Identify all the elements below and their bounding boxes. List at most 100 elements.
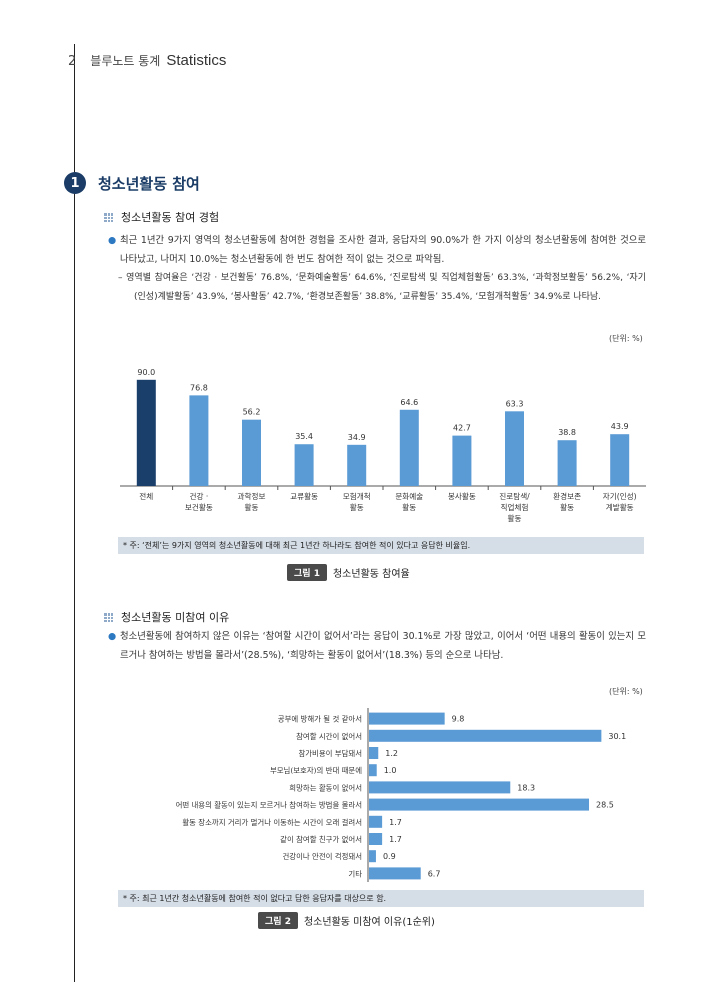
figure-caption: 그림 1 청소년활동 참여율 [287,564,410,581]
bar [369,764,377,777]
category-label: 활동 장소까지 거리가 멀거나 이동하는 시간이 오래 걸려서 [182,818,362,827]
data-label: 90.0 [137,368,155,377]
category-label: 활동 [245,502,259,512]
horizontal-bar-chart: 9.8 공부에 방해가 될 것 같아서 30.1 참여할 시간이 없어서 1.2 참가비용… [176,708,626,882]
section-number: 1 [64,172,86,194]
category-label: 활동 [350,502,364,512]
data-label: 64.6 [400,398,418,407]
data-label: 56.2 [243,408,261,417]
data-label: 1.0 [384,766,397,775]
figure-note: * 주: 최근 1년간 청소년활동에 참여한 적이 없다고 답한 응답자를 대상… [118,890,644,907]
subsection-title: 청소년활동 참여 경험 [121,211,220,224]
dash-item-text: – 영역별 참여율은 ‘건강 · 보건활동’ 76.8%, ‘문화예술활동’ 6… [118,273,646,302]
paragraph-text: 청소년활동에 참여하지 않은 이유는 ‘참여할 시간이 없어서’라는 응답이 3… [120,631,646,661]
bullet-icon: ● [108,631,117,642]
grid-square-icon [104,612,113,622]
bar [369,867,421,880]
category-label: 봉사활동 [448,491,476,501]
unit-label: (단위: %) [609,687,643,696]
bar [369,815,383,828]
bar [369,798,590,811]
bar [369,833,383,845]
bar [610,434,630,486]
page-number: 2 [68,54,77,69]
bar [369,712,445,725]
data-label: 38.8 [558,428,576,437]
category-label: 과학정보 [238,491,266,501]
data-label: 34.9 [348,433,366,442]
data-label: 1.7 [389,835,402,844]
category-label: 활동 [560,502,574,512]
bar [505,411,524,486]
bar [294,444,314,486]
bar [189,395,209,486]
page-header: 2 블루노트 통계 Statistics [68,52,226,69]
bar [369,781,511,794]
category-label: 어떤 내용의 활동이 있는지 모르거나 참여하는 방법을 몰라서 [176,801,362,810]
category-label: 공부에 방해가 될 것 같아서 [278,715,362,724]
bar [369,729,602,742]
data-label: 35.4 [295,432,313,441]
data-label: 28.5 [596,801,614,810]
data-label: 76.8 [190,383,208,392]
category-label: 문화예술 [395,491,423,501]
figure-note: * 주: ‘전체’는 9가지 영역의 청소년활동에 대해 최근 1년간 하나라도… [118,537,644,554]
category-label: 보건활동 [185,502,213,512]
dash-item: – 영역별 참여율은 ‘건강 · 보건활동’ 76.8%, ‘문화예술활동’ 6… [118,269,646,307]
data-label: 6.7 [428,869,441,878]
subsection-heading: 청소년활동 미참여 이유 [104,609,229,625]
bar [369,850,376,863]
category-label: 교류활동 [290,491,318,501]
bar [242,419,261,486]
data-label: 9.8 [452,715,465,724]
data-label: 1.7 [389,818,402,827]
category-label: 희망하는 활동이 없어서 [289,783,362,792]
grid-square-icon [104,212,113,222]
bar [136,379,156,486]
data-label: 1.2 [385,749,398,758]
data-label: 42.7 [453,424,471,433]
running-title: 블루노트 통계 [90,54,161,68]
running-title-english: Statistics [166,52,227,69]
category-label: 부모님(보호자)의 반대 때문에 [270,766,362,775]
unit-label: (단위: %) [609,334,643,343]
category-label: 건강이나 안전이 걱정돼서 [283,852,363,861]
category-label: 활동 [402,502,416,512]
bar [347,444,367,486]
figure-caption: 그림 2 청소년활동 미참여 이유(1순위) [258,912,435,929]
category-label: 직업체험 [501,502,529,512]
category-label: 건강 · [189,491,208,501]
paragraph: ● 최근 1년간 9가지 영역의 청소년활동에 참여한 경험을 조사한 결과, … [108,231,646,269]
data-label: 43.9 [611,422,629,431]
section-title: 청소년활동 참여 [98,174,200,193]
category-label: 같이 참여할 친구가 없어서 [280,835,362,844]
figure-tag: 그림 1 [287,564,327,581]
category-label: 전체 [139,491,153,501]
category-label: 자기(인성) [603,491,637,501]
category-label: 진로탐색/ [499,491,530,501]
bar [557,440,577,486]
category-label: 참가비용이 부담돼서 [298,749,362,758]
data-label: 0.9 [383,852,396,861]
data-label: 30.1 [608,732,626,741]
vertical-bar-chart: 90.0 전체 76.8 건강 ·보건활동 56.2 과학정보활동 35.4 교류활동 34.9… [120,368,646,523]
data-label: 63.3 [506,399,524,408]
figure-tag: 그림 2 [258,912,298,929]
margin-rule [74,44,75,982]
bar [452,435,472,486]
data-label: 18.3 [517,783,535,792]
category-label: 활동 [508,513,522,523]
caption-text: 청소년활동 참여율 [332,569,410,580]
category-label: 참여할 시간이 없어서 [296,732,362,741]
caption-text: 청소년활동 미참여 이유(1순위) [303,917,435,928]
bullet-icon: ● [108,235,117,246]
paragraph: ● 청소년활동에 참여하지 않은 이유는 ‘참여할 시간이 없어서’라는 응답이… [108,627,646,665]
category-label: 환경보존 [553,491,581,501]
bar [369,747,379,759]
category-label: 기타 [348,869,362,878]
bar [399,409,419,486]
subsection-heading: 청소년활동 참여 경험 [104,209,219,225]
paragraph-text: 최근 1년간 9가지 영역의 청소년활동에 참여한 경험을 조사한 결과, 응답… [120,235,646,265]
section-heading: 1 청소년활동 참여 [64,172,200,194]
category-label: 모험개척 [343,491,371,501]
